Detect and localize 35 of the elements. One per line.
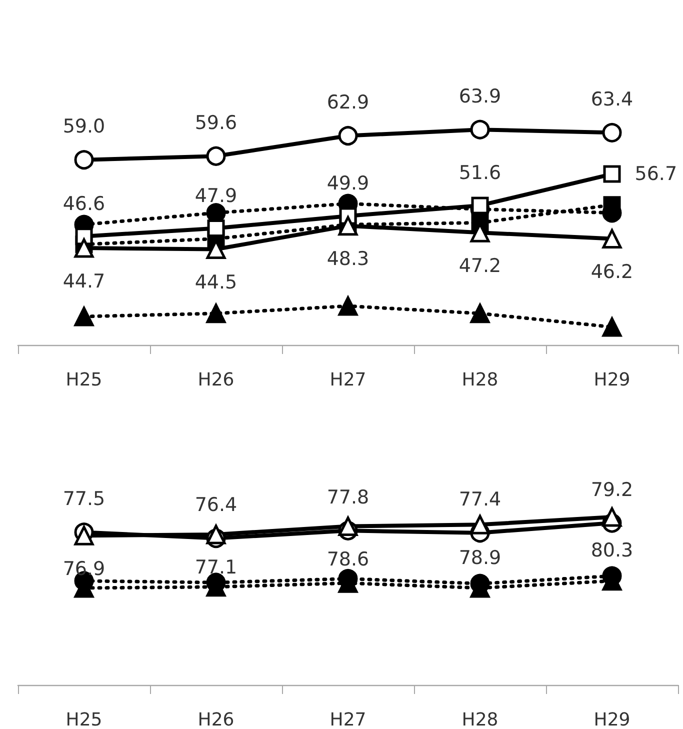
data-label: 77.4: [458, 488, 502, 511]
data-label: 63.4: [590, 88, 634, 110]
data-label: 78.9: [458, 546, 502, 569]
data-label: 80.3: [590, 539, 634, 562]
data-label: 46.6: [62, 193, 106, 216]
data-label: 48.3: [326, 248, 370, 270]
data-label: 62.9: [326, 92, 370, 114]
data-label: 76.9: [62, 558, 106, 580]
data-label: 77.5: [62, 488, 106, 510]
x-tick-label: H29: [594, 370, 630, 390]
data-label: 46.2: [590, 261, 634, 284]
data-label: 78.6: [326, 548, 370, 571]
data-label: 63.9: [458, 85, 502, 108]
data-label: 77.8: [326, 486, 370, 508]
x-tick-label: H26: [198, 710, 234, 729]
x-tick-label: H25: [66, 370, 102, 390]
x-tick-label: H28: [462, 370, 498, 390]
x-tick-label: H25: [66, 710, 102, 729]
data-label: 79.2: [590, 478, 634, 501]
data-label: 44.7: [62, 270, 106, 292]
data-label: 59.0: [62, 116, 106, 138]
data-label: 59.6: [194, 112, 238, 134]
data-label: 76.4: [194, 494, 238, 516]
data-label: 47.2: [458, 254, 502, 277]
data-label: 47.9: [194, 185, 238, 208]
x-tick-label: H26: [198, 370, 234, 390]
x-tick-label: H29: [594, 710, 630, 729]
x-tick-label: H28: [462, 710, 498, 729]
x-tick-label: H27: [330, 710, 366, 729]
data-label: 77.1: [194, 556, 238, 579]
data-label: 44.5: [194, 272, 238, 294]
data-label: 51.6: [458, 162, 502, 184]
data-label: 56.7: [634, 163, 678, 186]
x-tick-label: H27: [330, 370, 366, 390]
data-label: 49.9: [326, 172, 370, 195]
